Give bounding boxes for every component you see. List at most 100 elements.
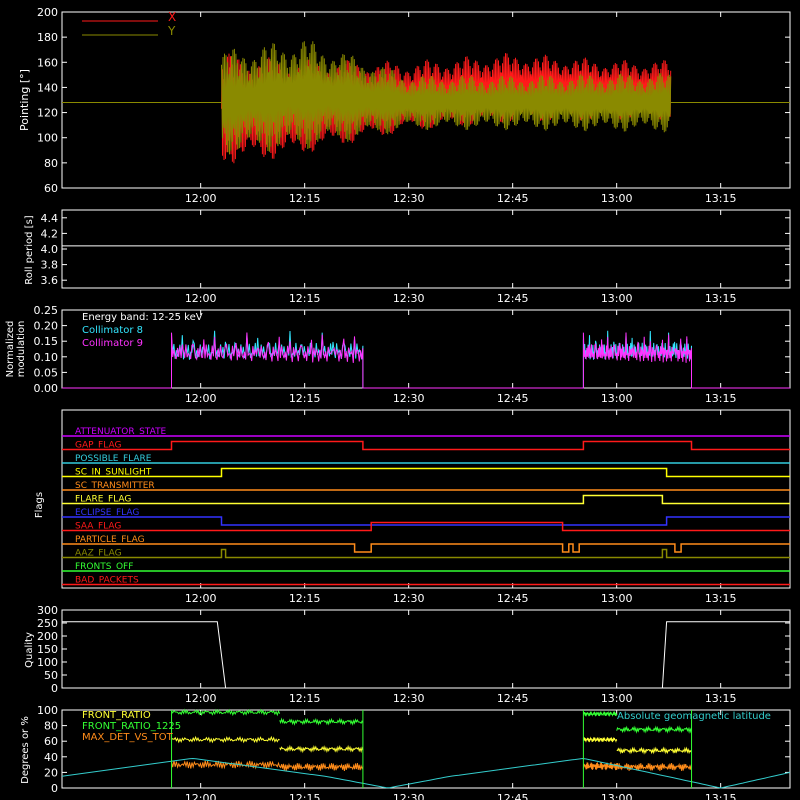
y-tick-label: 4.4 <box>41 212 59 225</box>
x-tick-label: 12:00 <box>185 292 217 305</box>
x-tick-label: 12:45 <box>497 792 529 800</box>
x-tick-label: 12:00 <box>185 192 217 205</box>
collimator-9-line <box>62 332 790 389</box>
flag-label: BAD_PACKETS <box>75 576 139 586</box>
x-tick-label: 13:00 <box>601 292 633 305</box>
y-tick-label: 0.20 <box>34 320 59 333</box>
x-tick-label: 12:30 <box>393 592 425 605</box>
ratios-legend-maxdet: MAX_DET_VS_TOT <box>82 732 174 743</box>
y-tick-label: 140 <box>37 81 58 94</box>
y-tick-label: 0.10 <box>34 351 59 364</box>
y-tick-label: 150 <box>37 643 58 656</box>
geomagnetic-latitude-line <box>61 757 791 789</box>
y-tick-label: 200 <box>37 630 58 643</box>
front-ratio-1225-line <box>171 708 281 717</box>
front-ratio-1225-line <box>616 725 692 734</box>
quality-line <box>62 621 791 689</box>
quality-ylabel: Quality <box>24 632 35 668</box>
flag-line <box>62 440 790 451</box>
y-tick-label: 160 <box>37 56 58 69</box>
flag-line <box>62 548 790 559</box>
x-tick-label: 12:15 <box>289 692 321 705</box>
y-tick-label: 0.25 <box>34 304 59 317</box>
flag-line <box>62 494 790 505</box>
ratios-ylabel: Degrees or % <box>20 716 31 784</box>
x-tick-label: 12:45 <box>497 392 529 405</box>
y-tick-label: 0.15 <box>34 335 59 348</box>
flag-label: FLARE_FLAG <box>75 495 131 505</box>
flag-label: GAP_FLAG <box>75 441 121 451</box>
y-tick-label: 180 <box>37 31 58 44</box>
y-tick-label: 300 <box>37 604 58 617</box>
x-tick-label: 12:45 <box>497 192 529 205</box>
flag-label: SC_TRANSMITTER <box>75 481 155 491</box>
x-tick-label: 12:15 <box>289 192 321 205</box>
x-tick-label: 12:00 <box>185 792 217 800</box>
x-tick-label: 12:30 <box>393 292 425 305</box>
x-tick-label: 13:15 <box>705 592 737 605</box>
x-tick-label: 12:15 <box>289 792 321 800</box>
y-tick-label: 20 <box>44 766 58 779</box>
y-tick-label: 100 <box>37 656 58 669</box>
legend-y-label: Y <box>167 24 176 38</box>
max-det-vs-tot-line <box>279 762 364 771</box>
flag-label: SAA_FLAG <box>75 522 121 532</box>
x-tick-label: 12:30 <box>393 792 425 800</box>
y-tick-label: 100 <box>37 704 58 717</box>
x-tick-label: 13:15 <box>705 792 737 800</box>
max-det-vs-tot-line <box>616 762 692 771</box>
ratios-legend-front1225: FRONT_RATIO_1225 <box>82 721 181 732</box>
pointing-ylabel: Pointing [°] <box>18 69 31 131</box>
modulation-panel: 0.00 0.05 0.10 0.15 0.20 0.25 12:00 12:15 12:30 1… <box>34 304 791 405</box>
flag-label: ATTENUATOR_STATE <box>75 427 167 437</box>
y-tick-label: 60 <box>44 182 58 195</box>
y-tick-label: 4.0 <box>41 243 59 256</box>
y-tick-label: 200 <box>37 6 58 19</box>
y-tick-label: 3.6 <box>41 274 59 287</box>
y-tick-label: 80 <box>44 157 58 170</box>
panel-frame <box>61 409 791 589</box>
front-ratio-line <box>616 746 692 755</box>
x-tick-label: 12:15 <box>289 392 321 405</box>
flag-label: ECLIPSE_FLAG <box>75 508 139 518</box>
roll-ylabel: Roll period [s] <box>24 215 35 284</box>
x-tick-label: 13:00 <box>601 592 633 605</box>
front-ratio-line <box>171 735 280 744</box>
y-tick-label: 0.05 <box>34 366 59 379</box>
flag-label: SC_IN_SUNLIGHT <box>75 468 152 478</box>
x-tick-label: 12:30 <box>393 392 425 405</box>
x-tick-label: 13:00 <box>601 192 633 205</box>
x-tick-label: 13:15 <box>705 392 737 405</box>
x-tick-label: 12:00 <box>185 392 217 405</box>
modulation-ylabel: Normalizedmodulation <box>5 321 27 378</box>
y-tick-label: 0 <box>51 782 58 795</box>
y-tick-label: 120 <box>37 107 58 120</box>
y-tick-label: 250 <box>37 617 58 630</box>
ratios-legend-geomag: Absolute geomagnetic latitude <box>617 711 771 722</box>
front-ratio-1225-line <box>279 717 364 726</box>
roll-period-panel: 3.6 3.8 4.0 4.2 4.4 12:00 12:15 12:30 12:45 13:00… <box>41 209 791 305</box>
panel-frame <box>61 11 791 189</box>
x-tick-label: 12:15 <box>289 292 321 305</box>
panel-frame <box>61 709 791 789</box>
y-tick-label: 40 <box>44 751 58 764</box>
x-tick-label: 13:15 <box>705 192 737 205</box>
x-tick-label: 13:15 <box>705 292 737 305</box>
front-ratio-line <box>582 736 618 743</box>
y-tick-label: 50 <box>44 669 58 682</box>
ratios-panel: 0 20 40 60 80 100 12:00 12:15 12:30 12:45 13:00 13:… <box>37 704 791 800</box>
pointing-panel: 60 80 100 120 140 160 180 200 12:00 12:15 12:30 12:… <box>37 6 791 205</box>
x-tick-label: 12:30 <box>393 692 425 705</box>
front-ratio-line <box>279 744 364 754</box>
x-tick-label: 13:00 <box>601 692 633 705</box>
modulation-legend-c8: Collimator 8 <box>82 325 143 336</box>
y-tick-label: 3.8 <box>41 259 59 272</box>
flags-ylabel: Flags <box>34 492 45 518</box>
flag-label: AAZ_FLAG <box>75 549 122 559</box>
y-tick-label: 100 <box>37 132 58 145</box>
x-tick-label: 12:00 <box>185 692 217 705</box>
y-tick-label: 0.00 <box>34 382 59 395</box>
x-tick-label: 13:00 <box>601 792 633 800</box>
